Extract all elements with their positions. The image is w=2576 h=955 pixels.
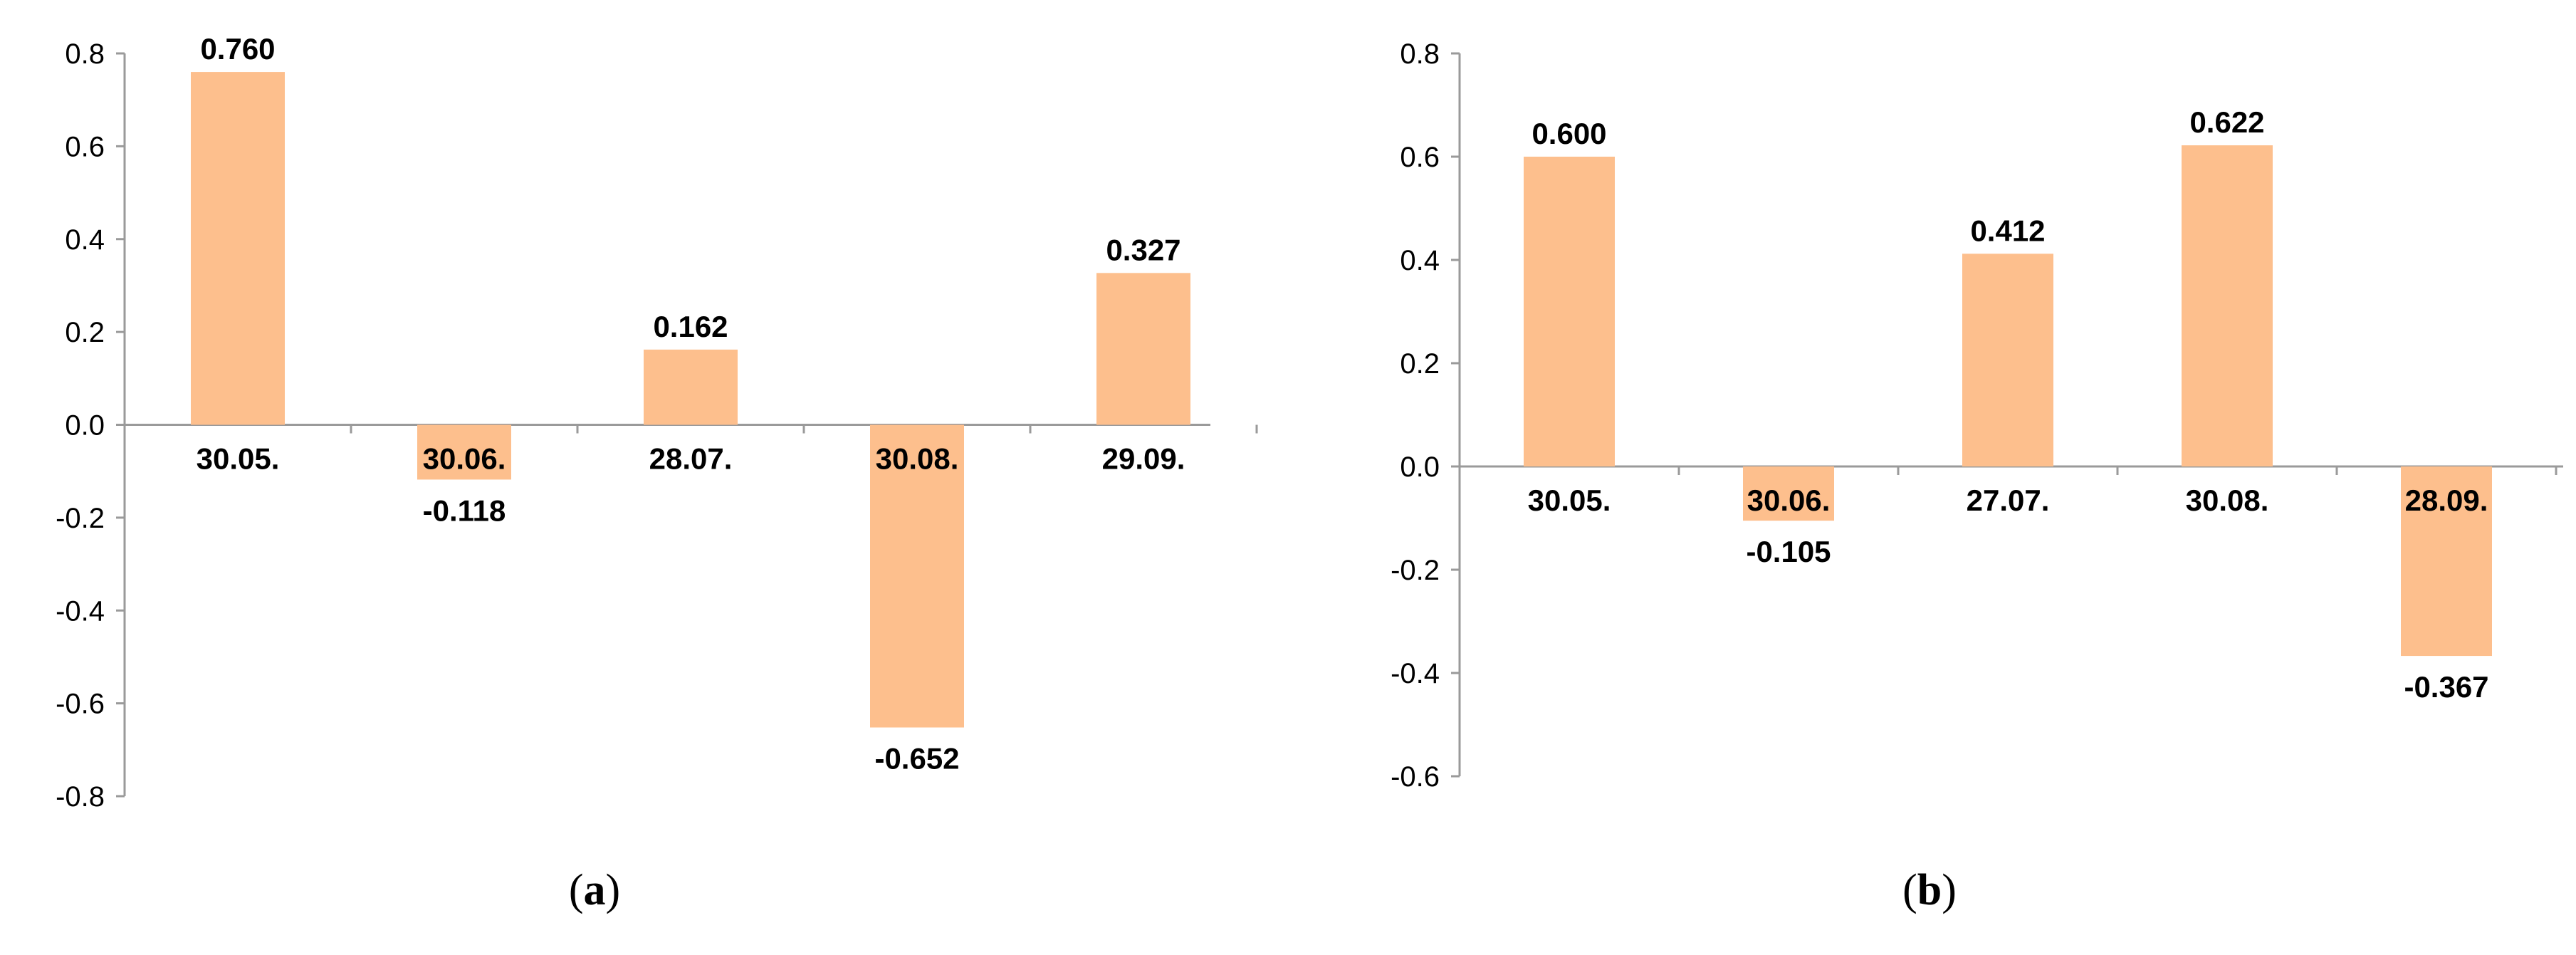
bar [2401, 466, 2492, 657]
y-tick-label: -0.6 [56, 689, 105, 720]
panel-label-open: ( [1902, 866, 1917, 914]
y-tick-label: 0.2 [1400, 348, 1440, 380]
panel-label-close: ) [1942, 866, 1957, 914]
y-tick-label: 0.6 [65, 131, 105, 162]
y-tick-label: 0.6 [1400, 142, 1440, 173]
bar [1096, 273, 1190, 425]
category-label: 29.09. [1102, 442, 1185, 476]
category-label: 28.09. [2405, 484, 2488, 517]
y-tick-label: 0.8 [1400, 38, 1440, 70]
y-tick-label: 0.0 [65, 410, 105, 442]
bar [644, 349, 738, 425]
category-label: 30.06. [1747, 484, 1831, 517]
chart-panel-a: 0.8 0.6 0.4 0.2 0.0 -0.2 -0.4 -0.6 -0.8 30.05. 0.7… [56, 32, 1258, 914]
y-tick-label: 0.4 [65, 224, 105, 256]
y-tick-label: 0.4 [1400, 245, 1440, 276]
y-tick-label: 0.2 [65, 317, 105, 348]
panel-label-close: ) [606, 866, 621, 914]
data-label: -0.652 [874, 742, 959, 776]
chart-panel-b: 0.8 0.6 0.4 0.2 0.0 -0.2 -0.4 -0.6 30.05. 0.600 30… [1391, 38, 2563, 914]
y-tick-label: -0.2 [1391, 555, 1440, 586]
data-label: 0.622 [2189, 105, 2264, 139]
bar [1962, 254, 2053, 466]
category-label: 30.05. [1528, 484, 1611, 517]
category-label: 30.08. [876, 442, 959, 476]
data-label: 0.327 [1106, 233, 1180, 266]
y-tick-label: -0.4 [56, 595, 105, 627]
bar [1524, 157, 1615, 466]
y-tick-label: -0.6 [1391, 761, 1440, 793]
category-label: 30.08. [2186, 484, 2269, 517]
data-label: 0.600 [1532, 117, 1606, 150]
data-label: -0.105 [1746, 535, 1831, 568]
bar [191, 72, 285, 425]
category-label: 30.06. [423, 442, 506, 476]
category-label: 27.07. [1967, 484, 2050, 517]
category-label: 30.05. [197, 442, 280, 476]
bar [1743, 466, 1834, 521]
bar [2182, 145, 2273, 467]
data-label: 0.760 [200, 32, 275, 66]
data-label: -0.118 [423, 494, 506, 527]
y-tick-label: -0.8 [56, 781, 105, 813]
y-tick-label: -0.2 [56, 503, 105, 534]
bar [417, 424, 511, 480]
data-label: 0.412 [1970, 214, 2045, 247]
panel-label: (a) [569, 866, 620, 914]
bar [870, 424, 964, 728]
y-tick-label: -0.4 [1391, 658, 1440, 689]
panel-label-letter: b [1917, 866, 1942, 914]
data-label: -0.367 [2404, 670, 2488, 704]
category-label: 28.07. [649, 442, 733, 476]
panel-label-letter: a [584, 866, 606, 914]
y-tick-label: 0.8 [65, 38, 105, 70]
data-label: 0.162 [653, 310, 728, 343]
panel-label-open: ( [569, 866, 584, 914]
panel-label: (b) [1902, 866, 1957, 914]
y-tick-label: 0.0 [1400, 452, 1440, 483]
